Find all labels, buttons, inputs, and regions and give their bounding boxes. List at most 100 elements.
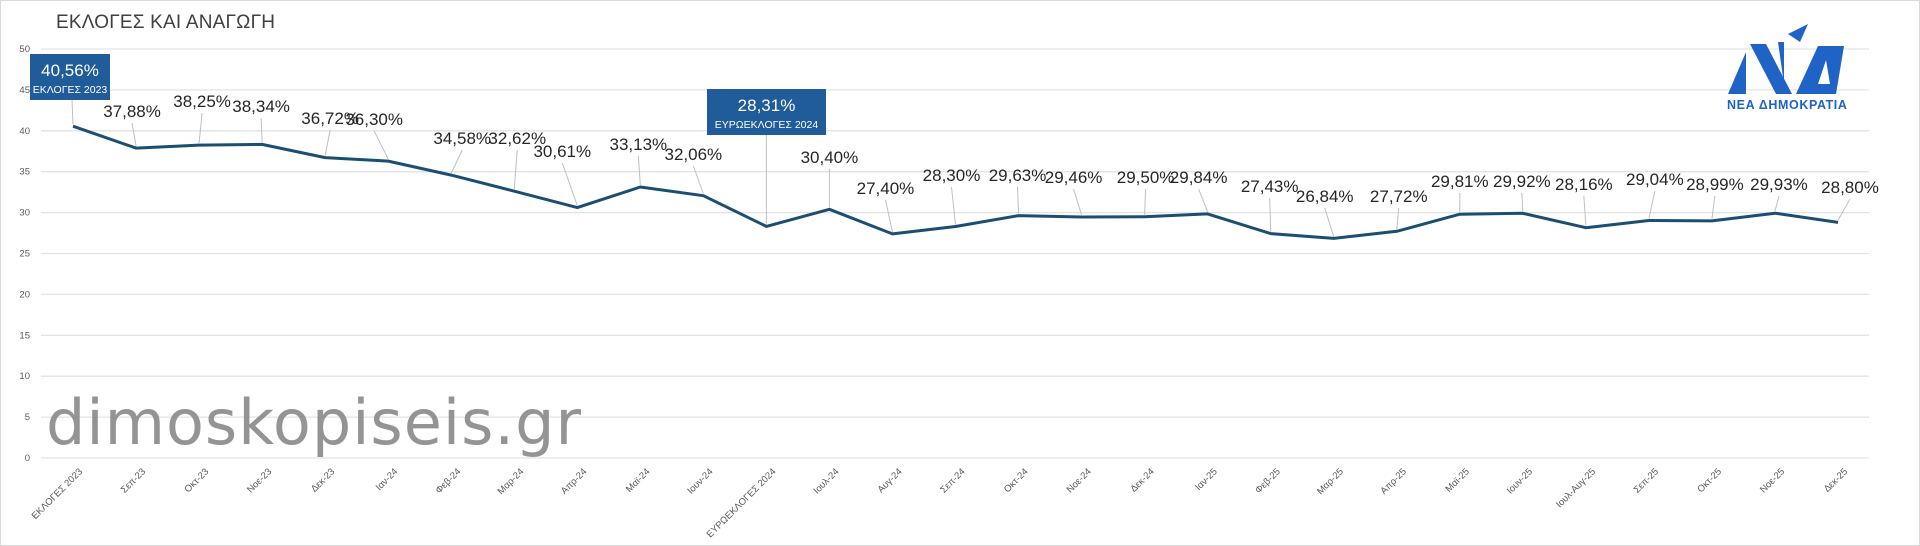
data-label: 30,61% — [533, 142, 591, 161]
y-tick-label: 45 — [19, 85, 30, 96]
leader-line — [1583, 195, 1587, 226]
leader-line — [692, 165, 704, 194]
callout-value: 28,31% — [738, 96, 796, 115]
leader-line — [324, 129, 331, 156]
data-label: 36,30% — [345, 110, 403, 129]
y-tick-label: 25 — [19, 249, 30, 260]
leader-line — [1324, 207, 1335, 237]
series-line-nea-dimokratia — [72, 124, 1839, 240]
nd-logo-icon — [1728, 24, 1844, 94]
x-tick-label: Μαϊ-25 — [1443, 466, 1471, 494]
callout-caption: ΕΚΛΟΓΕΣ 2023 — [33, 84, 108, 96]
y-tick-label: 20 — [19, 289, 30, 300]
callout-caption: ΕΥΡΩΕΚΛΟΓΕΣ 2024 — [715, 119, 819, 131]
x-tick-label: Δεκ-23 — [309, 466, 337, 494]
y-tick-label: 30 — [19, 208, 30, 219]
x-tick-label: Φεβ-25 — [1253, 466, 1283, 496]
data-label: 27,40% — [857, 179, 915, 198]
data-label: 38,25% — [173, 92, 231, 111]
chart-title: ΕΚΛΟΓΕΣ ΚΑΙ ΑΝΑΓΩΓΗ — [56, 12, 276, 33]
y-tick-label: 5 — [25, 412, 30, 423]
x-tick-label: Ιουν-25 — [1505, 466, 1535, 496]
leader-line — [1198, 188, 1209, 213]
x-tick-label: Δεκ-25 — [1822, 466, 1850, 494]
y-axis-ticks: 0 5 10 15 20 25 30 35 40 45 50 — [19, 44, 30, 464]
data-label: 30,40% — [801, 148, 859, 167]
x-tick-label: Νοε-23 — [245, 466, 274, 495]
data-label: 28,80% — [1821, 178, 1879, 197]
callout-elections-2023: 40,56% ΕΚΛΟΓΕΣ 2023 — [30, 54, 110, 100]
data-label: 29,46% — [1045, 168, 1103, 187]
leader-line — [1711, 195, 1716, 219]
callout-box — [707, 89, 826, 135]
data-label: 32,06% — [665, 145, 723, 164]
x-tick-label: Ιουλ-Αυγ-25 — [1554, 466, 1598, 510]
data-label: 28,30% — [923, 166, 981, 185]
leader-line — [71, 99, 74, 125]
y-tick-label: 50 — [19, 44, 30, 55]
leader-line — [450, 149, 463, 174]
data-label: 38,34% — [232, 97, 290, 116]
y-tick-label: 40 — [19, 126, 30, 137]
data-label: 27,43% — [1241, 177, 1299, 196]
leader-line — [884, 199, 893, 232]
data-label: 28,16% — [1555, 175, 1613, 194]
data-label: 37,88% — [103, 102, 161, 121]
leader-line — [1648, 190, 1656, 219]
x-tick-label: Ιαν-24 — [374, 466, 401, 493]
leader-line — [1017, 186, 1020, 214]
x-tick-label: Νοε-24 — [1065, 466, 1094, 495]
logo-text: ΝΕΑ ΔΗΜΟΚΡΑΤΙΑ — [1727, 98, 1848, 112]
x-tick-label: Οκτ-25 — [1695, 466, 1724, 495]
x-axis-ticks: ΕΚΛΟΓΕΣ 2023 Σεπ-23 Οκτ-23 Νοε-23 Δεκ-23 Ιαν-… — [30, 466, 1850, 540]
x-tick-label: Φεβ-24 — [434, 466, 464, 496]
data-label: 28,99% — [1686, 175, 1744, 194]
callout-value: 40,56% — [41, 61, 99, 80]
leader-line — [1774, 195, 1780, 212]
x-tick-label: Απρ-25 — [1378, 466, 1408, 496]
x-tick-label: Σεπ-24 — [938, 466, 967, 495]
x-tick-label: Ιουλ-24 — [811, 466, 841, 496]
y-tick-label: 35 — [19, 167, 30, 178]
leader-line — [1269, 197, 1272, 232]
leader-line — [1396, 207, 1400, 230]
data-label: 34,58% — [433, 129, 491, 148]
leader-line — [637, 155, 641, 186]
watermark-text: dimoskopiseis.gr — [46, 386, 582, 459]
leader-lines — [71, 99, 1851, 237]
leader-line — [1837, 198, 1851, 221]
callouts: 40,56% ΕΚΛΟΓΕΣ 2023 28,31% ΕΥΡΩΕΚΛΟΓΕΣ 2024 — [30, 54, 826, 135]
x-tick-label: Ιουν-24 — [685, 466, 715, 496]
callout-euroelections-2024: 28,31% ΕΥΡΩΕΚΛΟΓΕΣ 2024 — [707, 89, 826, 135]
x-tick-label: Μαρ-24 — [496, 466, 527, 497]
leader-line — [1144, 188, 1147, 215]
data-label: 29,63% — [989, 166, 1047, 185]
data-label: 29,81% — [1431, 172, 1489, 191]
data-label: 27,72% — [1370, 187, 1428, 206]
x-tick-label: Μαρ-25 — [1315, 466, 1346, 497]
data-label: 32,62% — [488, 129, 546, 148]
data-label: 29,50% — [1117, 168, 1175, 187]
data-label: 29,04% — [1626, 170, 1684, 189]
x-tick-label: Αυγ-24 — [876, 466, 905, 495]
leader-line — [198, 112, 203, 144]
y-tick-label: 15 — [19, 330, 30, 341]
leader-line — [260, 117, 263, 143]
data-label: 36,72% — [301, 109, 359, 128]
data-label: 33,13% — [609, 135, 667, 154]
leader-line — [561, 162, 578, 206]
leader-line — [951, 186, 956, 225]
x-tick-label: ΕΚΛΟΓΕΣ 2023 — [30, 466, 85, 521]
x-tick-label: ΕΥΡΩΕΚΛΟΓΕΣ 2024 — [705, 466, 779, 540]
data-label: 29,93% — [1750, 175, 1808, 194]
x-tick-label: Σεπ-25 — [1632, 466, 1661, 495]
x-tick-label: Οκτ-24 — [1002, 466, 1031, 495]
x-tick-label: Νοε-25 — [1758, 466, 1787, 495]
data-label: 29,84% — [1170, 168, 1228, 187]
leader-line — [513, 149, 518, 190]
data-labels: 37,88% 38,25% 38,34% 36,72%36,30% 34,58%32,6… — [103, 92, 1879, 206]
x-tick-label: Σεπ-23 — [119, 466, 148, 495]
x-tick-label: Μαϊ-24 — [624, 466, 652, 494]
gridlines — [41, 48, 1869, 459]
data-label: 29,92% — [1493, 172, 1551, 191]
